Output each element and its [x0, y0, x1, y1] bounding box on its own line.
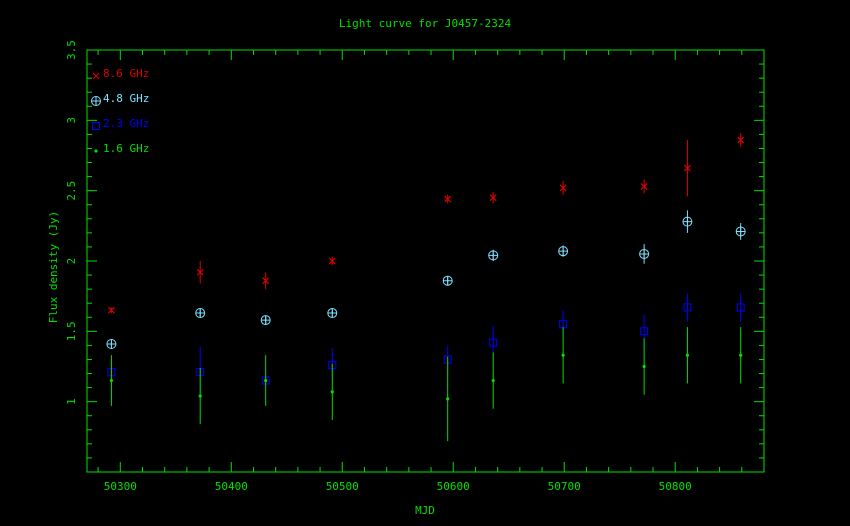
- data-point: [488, 250, 499, 261]
- data-point: [327, 308, 338, 319]
- data-point: [640, 327, 649, 336]
- y-axis-label: Flux density (Jy): [47, 211, 60, 324]
- data-point: [196, 268, 204, 276]
- y-tick-label: 1: [65, 398, 78, 405]
- data-point: [640, 183, 648, 190]
- data-point: [442, 275, 453, 286]
- x-axis-label: MJD: [415, 504, 435, 517]
- data-point: [109, 378, 114, 383]
- data-point: [642, 364, 646, 369]
- data-point: [558, 246, 569, 257]
- axes: 50300 50400 50500 50600 50700 50800 1 1.5 2 2.5 3 3…: [65, 40, 764, 493]
- series-2-3-ghz: [107, 293, 745, 398]
- marker-plus: [327, 308, 337, 318]
- x-tick-label: 50500: [326, 480, 359, 493]
- data-point: [107, 306, 115, 314]
- marker-plus: [488, 250, 498, 260]
- series-4-8-ghz: [106, 210, 746, 349]
- data-point: [198, 394, 202, 398]
- marker-plus: [736, 226, 746, 236]
- data-point: [489, 338, 498, 347]
- data-point: [446, 397, 450, 401]
- y-tick-label: 2: [65, 258, 78, 265]
- data-point: [736, 303, 745, 312]
- data-point: [737, 136, 745, 144]
- chart-title: Light curve for J0457-2324: [339, 17, 512, 30]
- series-8-6-ghz: [107, 132, 745, 314]
- data-point: [328, 257, 336, 265]
- data-point: [735, 226, 746, 237]
- legend-marker: [92, 72, 100, 80]
- y-tick-label: 1.5: [65, 321, 78, 341]
- data-point: [330, 390, 334, 394]
- x-tick-label: 50700: [548, 480, 581, 493]
- legend: 8.6 GHz 4.8 GHz 2.3 GHz 1.6 GHz: [91, 67, 149, 155]
- data-point: [683, 303, 692, 312]
- marker-plus: [195, 308, 205, 318]
- legend-label: 2.3 GHz: [103, 117, 149, 130]
- data-point: [683, 164, 691, 172]
- data-point: [639, 248, 650, 259]
- legend-marker: [92, 122, 100, 130]
- data-point: [264, 378, 268, 383]
- marker-plus: [91, 96, 101, 106]
- data-point: [262, 277, 270, 285]
- x-tick-label: 50400: [215, 480, 248, 493]
- data-point: [491, 378, 495, 383]
- marker-plus: [558, 246, 568, 256]
- x-tick-label: 50300: [104, 480, 137, 493]
- data-point: [739, 353, 743, 357]
- data-point: [682, 216, 693, 227]
- marker-plus: [682, 217, 692, 227]
- data-point: [561, 353, 565, 357]
- data-point: [260, 315, 271, 326]
- legend-marker: [94, 149, 98, 153]
- marker-plus: [261, 315, 271, 325]
- data-point: [106, 338, 117, 349]
- series-layer: [106, 132, 746, 442]
- data-point: [489, 194, 497, 202]
- legend-label: 1.6 GHz: [103, 142, 149, 155]
- marker-plus: [106, 339, 116, 349]
- data-point: [685, 353, 690, 357]
- data-point: [195, 308, 206, 319]
- legend-marker: [91, 96, 101, 106]
- legend-label: 8.6 GHz: [103, 67, 149, 80]
- y-tick-label: 3.5: [65, 40, 78, 60]
- data-point: [559, 184, 567, 192]
- plot-frame: [86, 49, 765, 473]
- y-tick-label: 3: [65, 117, 78, 124]
- marker-plus: [639, 249, 649, 259]
- data-point: [444, 195, 452, 203]
- x-tick-label: 50800: [659, 480, 692, 493]
- marker-plus: [443, 276, 453, 286]
- series-1-6-ghz: [109, 327, 743, 442]
- y-tick-label: 2.5: [65, 181, 78, 201]
- legend-label: 4.8 GHz: [103, 92, 149, 105]
- x-tick-label: 50600: [437, 480, 470, 493]
